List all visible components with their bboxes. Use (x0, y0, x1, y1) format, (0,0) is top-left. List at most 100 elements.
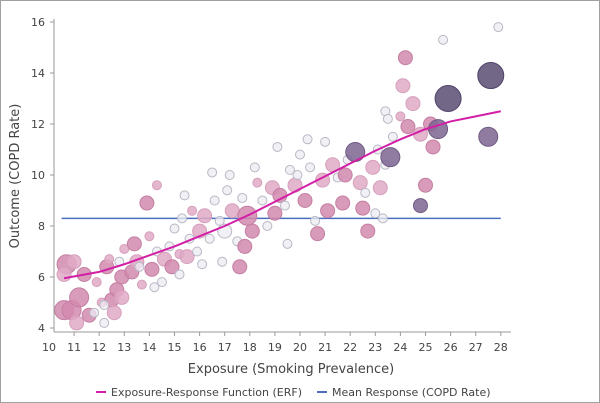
data-point (237, 192, 248, 203)
data-point (69, 315, 85, 331)
data-point (252, 177, 263, 188)
data-point (425, 139, 441, 155)
x-tick-label: 18 (243, 341, 257, 354)
data-point (204, 233, 215, 244)
x-axis-label: Exposure (Smoking Prevalence) (188, 362, 394, 377)
x-tick-label: 23 (368, 341, 382, 354)
data-point (397, 50, 413, 66)
data-point (224, 203, 240, 219)
data-point (382, 113, 393, 124)
x-tick-label: 22 (343, 341, 357, 354)
y-tick-label: 16 (31, 16, 45, 29)
data-point (272, 141, 283, 152)
data-point (149, 282, 160, 293)
data-point (144, 261, 160, 277)
lines-layer (63, 110, 501, 280)
data-point (395, 111, 406, 122)
data-point (209, 195, 220, 206)
x-tick-label: 15 (168, 341, 182, 354)
data-point (91, 277, 102, 288)
x-tick-label: 28 (494, 341, 508, 354)
data-point (244, 223, 260, 239)
x-tick-label: 19 (268, 341, 282, 354)
data-point (197, 208, 213, 224)
data-point (370, 208, 381, 219)
data-point (418, 177, 433, 193)
data-point (320, 203, 336, 219)
data-point (174, 269, 185, 280)
data-point (136, 279, 147, 290)
x-tick-label: 11 (67, 341, 81, 354)
data-point (335, 195, 351, 211)
data-point (477, 62, 505, 90)
data-point (106, 305, 122, 321)
data-point (192, 246, 203, 257)
x-tick-label: 26 (444, 341, 458, 354)
y-tick-label: 6 (38, 271, 45, 284)
x-tick-label: 25 (419, 341, 433, 354)
data-point (222, 185, 233, 196)
data-point (66, 254, 82, 270)
data-point (262, 221, 273, 231)
data-point (352, 175, 368, 191)
y-tick-label: 12 (31, 118, 45, 131)
data-point (295, 149, 305, 160)
data-point (164, 259, 180, 275)
data-point (179, 249, 195, 265)
data-point (355, 200, 371, 216)
data-point (438, 34, 449, 45)
data-point (237, 238, 253, 254)
y-tick-label: 10 (31, 169, 45, 182)
data-point (179, 190, 190, 201)
x-tick-label: 16 (193, 341, 207, 354)
data-point (400, 119, 416, 135)
y-tick-label: 4 (38, 322, 45, 335)
data-point (395, 78, 411, 94)
data-point (365, 159, 381, 175)
data-point (197, 259, 208, 270)
data-point (302, 134, 313, 145)
data-point (232, 259, 248, 275)
data-point (320, 136, 331, 147)
data-point (187, 205, 198, 216)
y-tick-label: 14 (31, 67, 45, 80)
points-layer (54, 22, 505, 331)
data-point (151, 180, 162, 191)
legend-erf-label: Exposure-Response Function (ERF) (111, 386, 302, 399)
data-point (169, 223, 180, 234)
data-point (177, 213, 188, 224)
data-point (207, 167, 218, 178)
axes-layer: 4 6 8 10 12 14 16 10 11 12 13 14 15 16 17 18 19 20 21 22 23 2… (31, 16, 511, 354)
data-point (214, 215, 225, 226)
x-tick-label: 14 (142, 341, 156, 354)
data-point (310, 226, 326, 242)
x-tick-label: 27 (469, 341, 483, 354)
data-point (405, 96, 421, 112)
y-axis-label: Outcome (COPD Rate) (8, 104, 23, 249)
erf-line (63, 110, 501, 280)
data-point (104, 254, 115, 265)
data-point (267, 205, 283, 221)
y-tick-label: 8 (38, 220, 45, 233)
data-point (217, 256, 228, 267)
data-point (284, 164, 295, 175)
data-point (372, 180, 388, 196)
data-point (493, 22, 504, 33)
data-point (156, 277, 167, 288)
x-tick-label: 17 (218, 341, 232, 354)
data-point (56, 266, 72, 282)
x-tick-label: 10 (42, 341, 56, 354)
data-point (99, 300, 110, 311)
data-point (119, 243, 130, 254)
data-point (360, 187, 371, 198)
data-point (292, 170, 303, 180)
data-point (139, 195, 155, 211)
data-point (114, 289, 130, 305)
data-point (478, 126, 499, 147)
data-point (126, 236, 142, 252)
data-point (249, 162, 260, 173)
data-point (257, 195, 268, 206)
data-point (297, 193, 313, 208)
data-point (144, 231, 155, 242)
